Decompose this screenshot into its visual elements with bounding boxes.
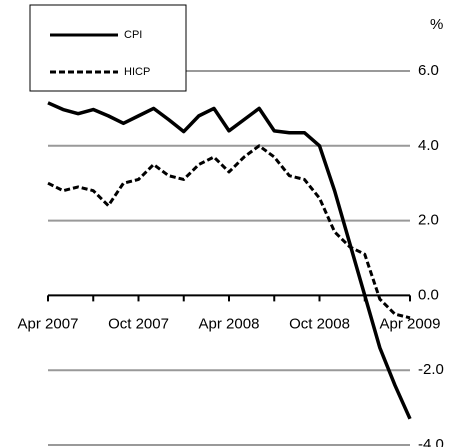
x-tick-label: Oct 2007 xyxy=(108,315,169,332)
legend-label: CPI xyxy=(124,29,142,41)
y-tick-label: 0.0 xyxy=(418,286,439,303)
y-unit: % xyxy=(430,16,443,33)
legend-label: HICP xyxy=(124,66,150,78)
x-tick-label: Oct 2008 xyxy=(289,315,350,332)
y-tick-label: 4.0 xyxy=(418,137,439,154)
x-tick-label: Apr 2007 xyxy=(18,315,79,332)
x-tick-label: Apr 2008 xyxy=(199,315,260,332)
y-tick-label: -2.0 xyxy=(418,361,444,378)
series-line xyxy=(47,101,412,420)
y-tick-label: 6.0 xyxy=(418,62,439,79)
legend-box xyxy=(29,4,187,92)
y-tick-label: -4.0 xyxy=(418,436,444,447)
x-tick-label: Apr 2009 xyxy=(380,315,441,332)
y-tick-label: 2.0 xyxy=(418,212,439,229)
series-line xyxy=(47,144,411,320)
